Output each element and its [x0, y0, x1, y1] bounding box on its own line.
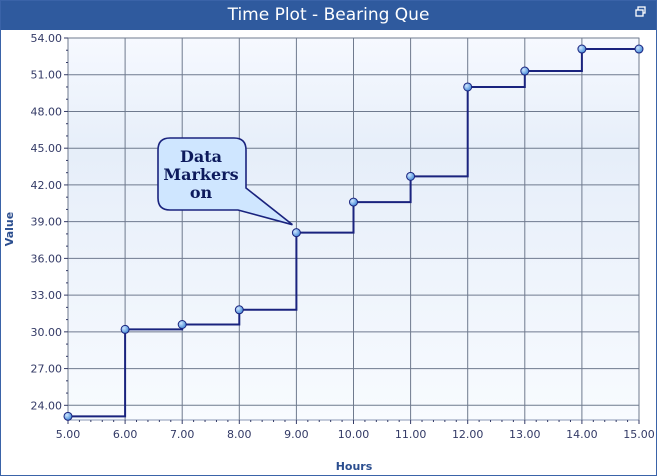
data-marker: [577, 44, 587, 54]
x-tick-label: 7.00: [170, 428, 195, 441]
y-tick-label: 51.00: [31, 69, 63, 82]
callout-bubble: [157, 137, 293, 226]
x-tick-label: 15.00: [623, 428, 655, 441]
y-tick-label: 36.00: [31, 252, 63, 265]
y-axis-ticks: 24.00 27.00 30.00 33.00 36.00 39.00 42.00 45.00…: [31, 32, 68, 419]
data-marker: [291, 228, 301, 238]
y-tick-label: 33.00: [31, 289, 63, 302]
data-marker: [634, 44, 644, 54]
x-tick-label: 9.00: [284, 428, 309, 441]
x-tick-label: 14.00: [566, 428, 598, 441]
x-axis-label: Hours: [336, 460, 373, 473]
y-tick-label: 45.00: [31, 142, 63, 155]
callout-line-2: Markers: [163, 165, 238, 184]
y-tick-label: 27.00: [31, 363, 63, 376]
title-bar: Time Plot - Bearing Que: [1, 1, 656, 30]
callout-line-1: Data: [180, 147, 222, 166]
y-tick-label: 42.00: [31, 179, 63, 192]
y-tick-label: 24.00: [31, 399, 63, 412]
x-tick-label: 13.00: [509, 428, 541, 441]
x-tick-label: 8.00: [227, 428, 252, 441]
data-marker: [177, 320, 187, 329]
y-tick-label: 39.00: [31, 216, 63, 229]
y-tick-label: 48.00: [31, 105, 63, 118]
y-axis-label: Value: [3, 212, 16, 246]
data-marker: [234, 305, 244, 315]
annotation-callout: Data Markers on: [157, 137, 293, 226]
data-marker: [120, 324, 130, 334]
x-axis-ticks: 5.00 6.00 7.00 8.00 9.00 10.00 11.00 12.00 13.00…: [56, 420, 655, 441]
callout-line-3: on: [190, 183, 213, 202]
window-title: Time Plot - Bearing Que: [227, 5, 430, 25]
data-marker: [520, 66, 530, 76]
x-tick-label: 12.00: [452, 428, 484, 441]
x-tick-label: 10.00: [338, 428, 370, 441]
y-tick-label: 54.00: [31, 32, 63, 45]
x-tick-label: 11.00: [395, 428, 427, 441]
x-tick-label: 6.00: [113, 428, 138, 441]
data-marker: [349, 197, 358, 207]
data-marker: [463, 82, 473, 92]
data-marker: [406, 171, 416, 181]
data-markers: [63, 44, 644, 421]
restore-icon[interactable]: [634, 5, 648, 19]
data-marker: [63, 411, 73, 421]
y-tick-label: 30.00: [31, 326, 63, 339]
x-tick-label: 5.00: [56, 428, 81, 441]
